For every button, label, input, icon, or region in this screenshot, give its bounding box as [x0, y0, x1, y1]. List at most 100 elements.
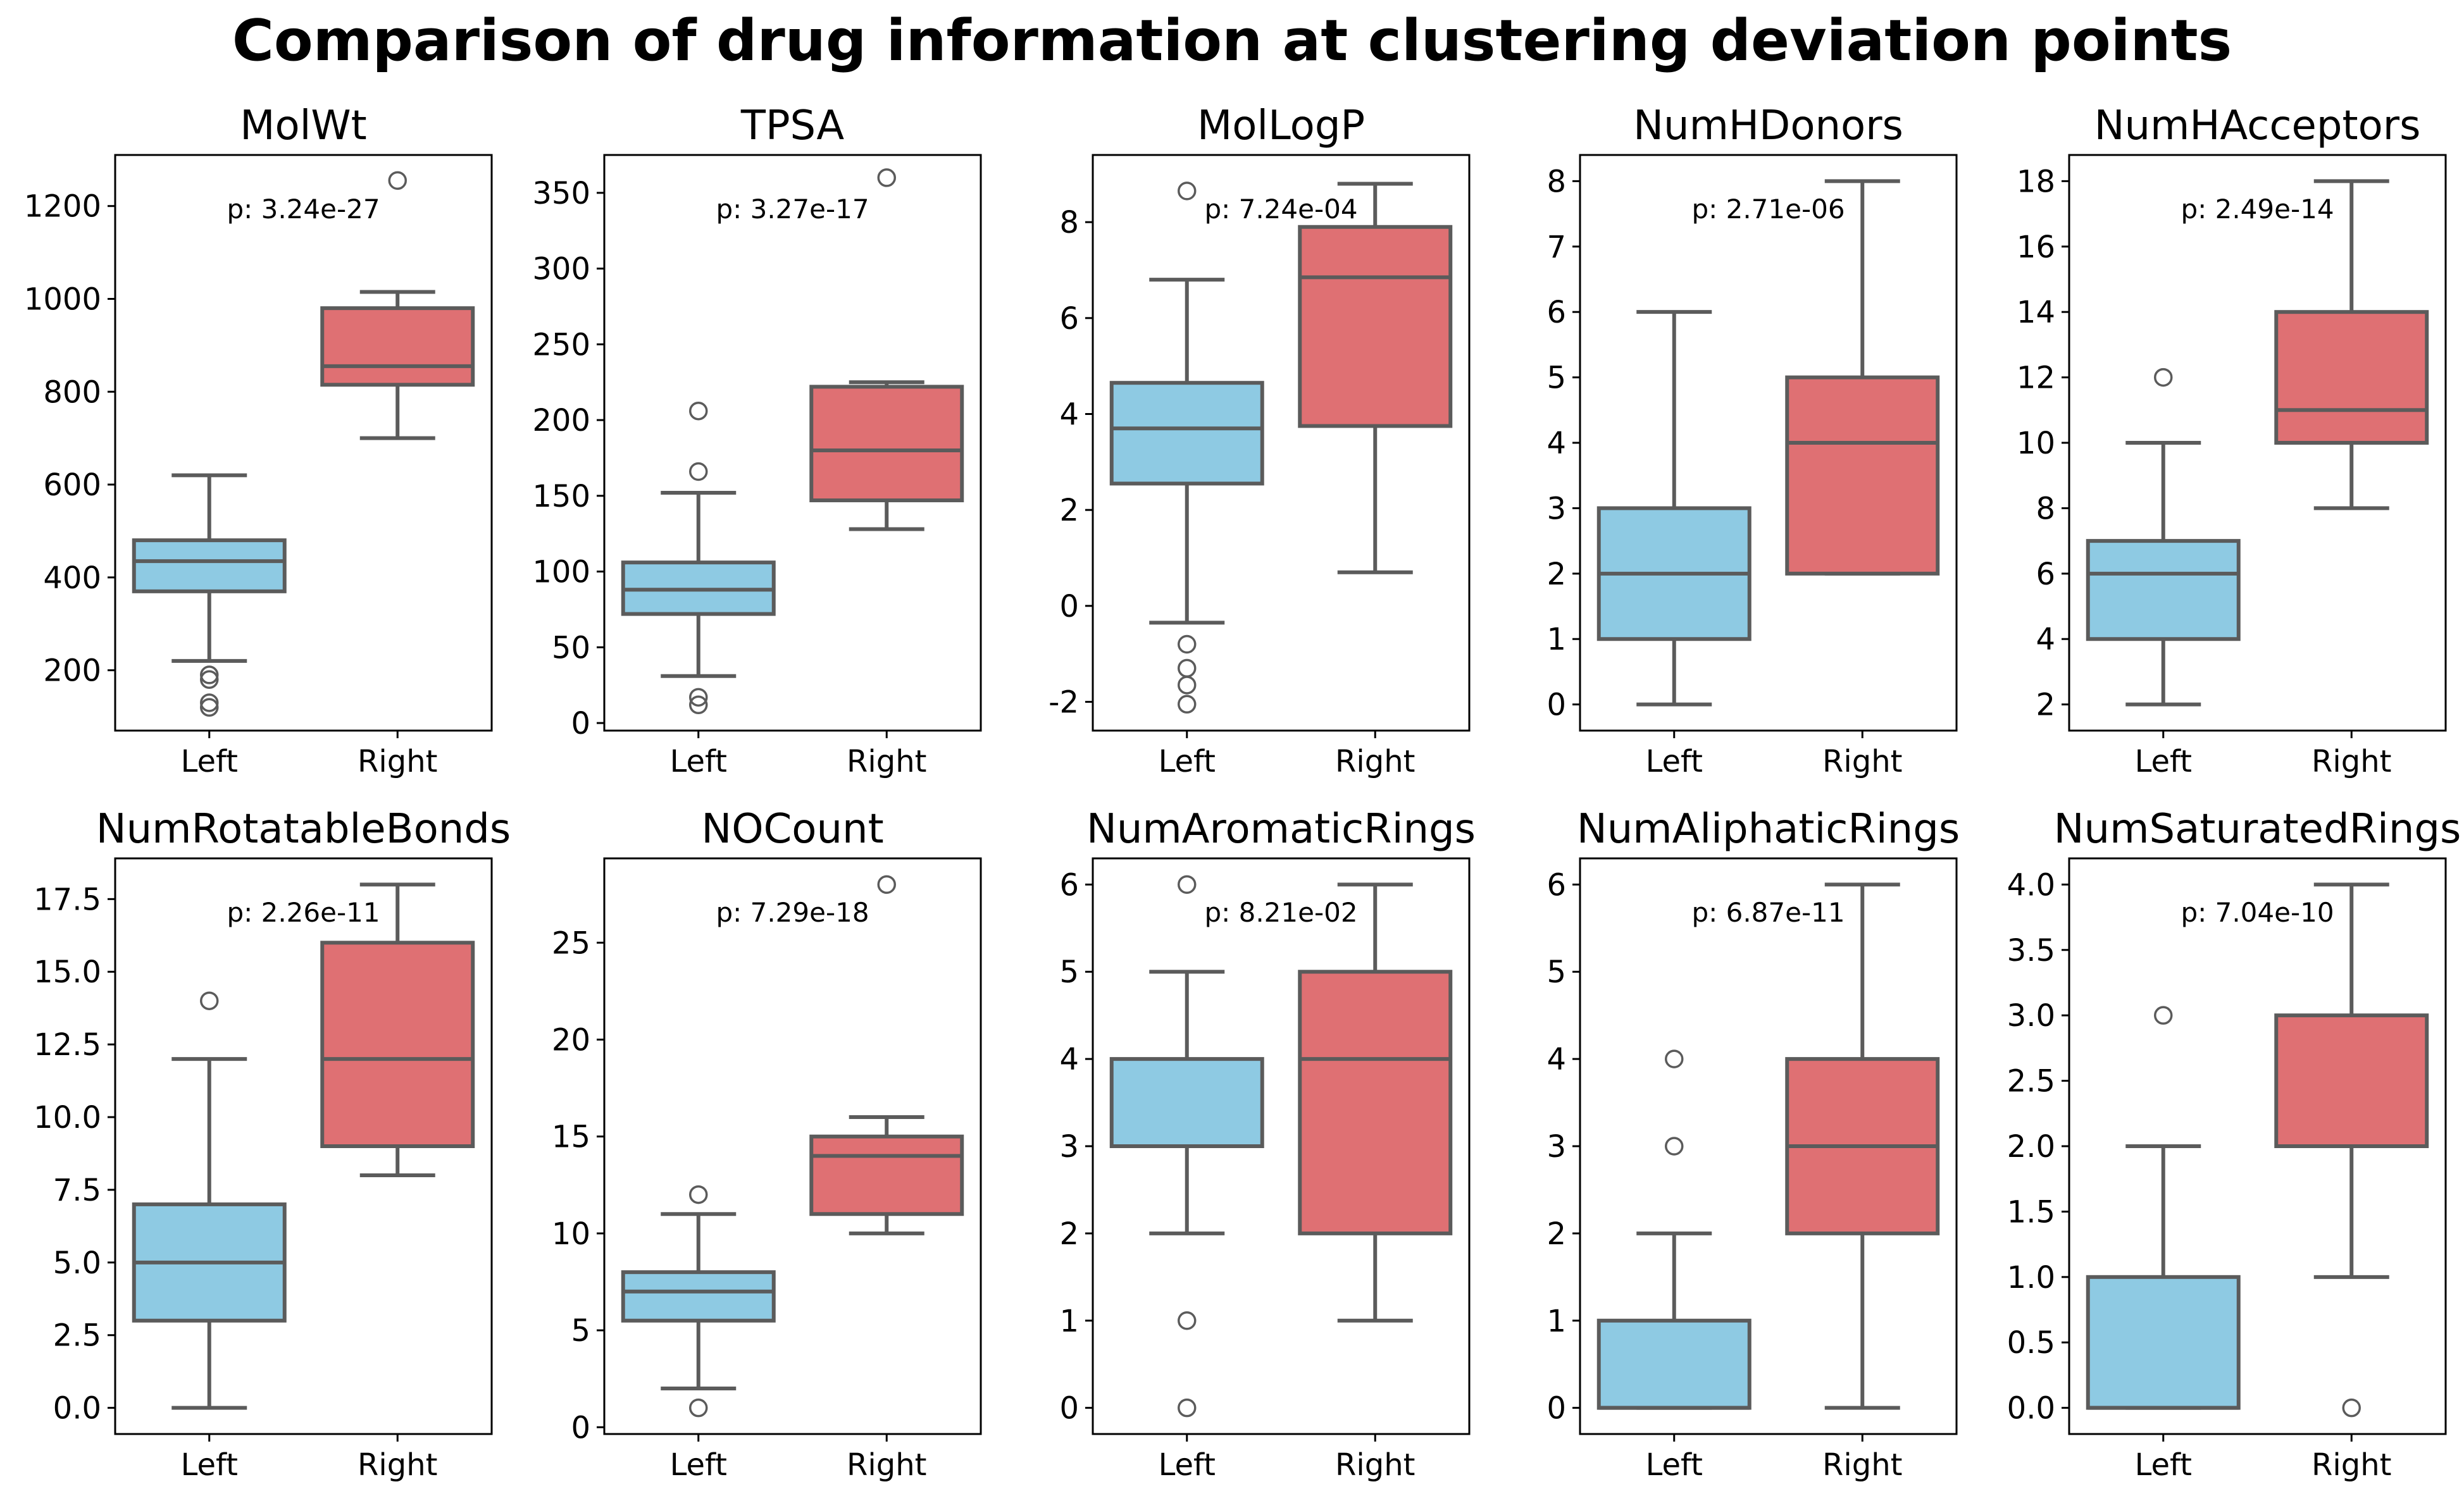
panel-molwt-ytick-label: 1200: [24, 189, 101, 225]
panel-tpsa-box-left-outlier: [689, 401, 708, 421]
panel-molwt-box-left-outlier: [200, 665, 219, 684]
panel-tpsa-ytick-label: 300: [532, 252, 590, 287]
panel-numrotatablebonds-ytick-label: 10.0: [34, 1100, 101, 1135]
panel-numaromaticrings-ytick-label: 1: [1059, 1304, 1079, 1339]
panel-mollogp-box-left-outlier: [1178, 658, 1197, 678]
panel-numhacceptors-ytick-label: 10: [2017, 426, 2055, 461]
panel-mollogp-box-left-outlier: [1178, 182, 1197, 201]
panel-molwt-box-left-outlier: [200, 670, 219, 689]
panel-numhacceptors-ytick-label: 4: [2036, 622, 2055, 657]
panel-tpsa-title: TPSA: [740, 102, 845, 149]
panel-molwt-frame: [114, 154, 493, 732]
panel-nocount-ytick-label: 0: [571, 1410, 590, 1445]
panel-numrotatablebonds-box-left-outlier: [200, 991, 219, 1010]
panel-numhacceptors-pvalue: p: 2.49e-14: [2181, 194, 2334, 225]
panel-numrotatablebonds-ytick-label: 12.5: [34, 1027, 101, 1063]
panel-numaliphaticrings-xtick-left: Left: [1646, 1447, 1703, 1483]
panel-numhacceptors-title: NumHAcceptors: [2094, 102, 2421, 149]
panel-numaliphaticrings-box-left: [1596, 1049, 1752, 1410]
panel-tpsa-ytick-label: 350: [532, 176, 590, 211]
panel-numsaturatedrings-ytick-label: 1.5: [2007, 1194, 2055, 1230]
panel-numaliphaticrings-ytick-label: 1: [1546, 1304, 1566, 1339]
panel-mollogp-ytick-label: 4: [1059, 397, 1079, 433]
panel-numaliphaticrings-ytick-label: 5: [1546, 955, 1566, 990]
panel-molwt-ytick-label: 600: [43, 467, 101, 503]
panel-numsaturatedrings-pvalue: p: 7.04e-10: [2181, 897, 2334, 928]
panel-numaromaticrings-ytick-label: 4: [1059, 1042, 1079, 1077]
panel-nocount-ytick-label: 10: [552, 1216, 590, 1252]
panel-numaromaticrings-ytick-label: 3: [1059, 1129, 1079, 1165]
panel-numhdonors-ytick-label: 6: [1546, 295, 1566, 330]
panel-numaromaticrings-xtick-right: Right: [1335, 1447, 1415, 1483]
panel-tpsa-xtick-left: Left: [670, 744, 727, 779]
panel-numhacceptors-ytick-label: 14: [2017, 295, 2055, 330]
panel-numhacceptors-frame: [2068, 154, 2447, 732]
panel-numhacceptors-box-left-outlier: [2154, 368, 2173, 387]
panel-molwt-box-left-outlier: [200, 698, 219, 717]
panel-mollogp: MolLogP -2 0 2 4 6 8 Left Right p: 7.24e-04: [1048, 102, 1471, 779]
panel-numaliphaticrings-ytick-label: 0: [1546, 1391, 1566, 1426]
panel-numrotatablebonds-box-left: [132, 991, 287, 1410]
panel-numaliphaticrings-ytick-label: 6: [1546, 867, 1566, 903]
panel-numhdonors-ytick-label: 0: [1546, 688, 1566, 723]
panel-numhacceptors-ytick-label: 18: [2017, 164, 2055, 199]
panel-numhacceptors-box-right: [2274, 179, 2429, 510]
panel-numhdonors-xtick-right: Right: [1822, 744, 1902, 779]
panel-numaliphaticrings-box-left-iqr: [1596, 1318, 1752, 1410]
panel-nocount-box-right: [809, 875, 964, 1235]
panel-numhdonors-box-right: [1785, 179, 1940, 576]
panel-numsaturatedrings-ytick-label: 3.0: [2007, 998, 2055, 1034]
panel-numsaturatedrings-ytick-label: 0.5: [2007, 1325, 2055, 1361]
panel-numhdonors-ytick-label: 7: [1546, 230, 1566, 265]
panel-numaliphaticrings-box-right: [1785, 882, 1940, 1410]
panel-molwt-ytick-label: 1000: [24, 282, 101, 318]
panel-numaliphaticrings-box-left-outlier: [1665, 1049, 1684, 1068]
panel-numhdonors-ytick-label: 1: [1546, 622, 1566, 657]
panel-nocount-box-left-iqr: [621, 1270, 776, 1323]
panel-tpsa-box-left-outlier: [689, 695, 708, 715]
panel-numhacceptors-xtick-right: Right: [2312, 744, 2391, 779]
panel-numaromaticrings-title: NumAromaticRings: [1086, 806, 1476, 853]
panel-mollogp-box-right: [1298, 182, 1453, 574]
panel-molwt-box-left-iqr: [132, 538, 287, 593]
panel-molwt: MolWt 200 400 600 800 1000 1200 Left Right p: 3.2…: [24, 102, 493, 779]
panel-tpsa-ytick-label: 0: [571, 706, 590, 741]
panel-numaromaticrings-pvalue: p: 8.21e-02: [1204, 897, 1357, 928]
panel-numaromaticrings-frame: [1092, 857, 1471, 1435]
panel-tpsa-box-left-outlier: [689, 688, 708, 707]
panel-mollogp-box-left-iqr: [1109, 381, 1264, 486]
panel-tpsa-ytick-label: 200: [532, 403, 590, 438]
panel-numhacceptors-box-left-iqr: [2086, 539, 2241, 641]
panel-tpsa-xtick-right: Right: [847, 744, 926, 779]
panel-numsaturatedrings-box-right-outlier: [2342, 1398, 2361, 1418]
panel-mollogp-ytick-label: 8: [1059, 205, 1079, 240]
panel-nocount-box-left: [621, 1185, 776, 1418]
panel-numsaturatedrings-box-left-outlier: [2154, 1006, 2173, 1025]
panel-numaromaticrings-box-left-iqr: [1109, 1057, 1264, 1148]
panel-nocount-frame: [603, 857, 982, 1435]
panel-numsaturatedrings-ytick-label: 2.5: [2007, 1064, 2055, 1099]
panel-numrotatablebonds-ytick-label: 2.5: [53, 1318, 101, 1354]
panel-nocount-xtick-left: Left: [670, 1447, 727, 1483]
panel-molwt-box-left-outlier: [200, 693, 219, 712]
panel-numsaturatedrings-ytick-label: 2.0: [2007, 1129, 2055, 1165]
panel-nocount-box-left-outlier: [689, 1398, 708, 1418]
panel-numaliphaticrings-frame: [1579, 857, 1958, 1435]
panel-numaliphaticrings-box-left-outlier: [1665, 1137, 1684, 1156]
panel-numaromaticrings-ytick-label: 6: [1059, 867, 1079, 903]
panel-numsaturatedrings-title: NumSaturatedRings: [2054, 806, 2461, 853]
panel-nocount-xtick-right: Right: [847, 1447, 926, 1483]
panel-numhdonors-pvalue: p: 2.71e-06: [1691, 194, 1845, 225]
panel-molwt-box-right: [320, 171, 475, 440]
panel-mollogp-ytick-label: -2: [1048, 685, 1079, 720]
panel-tpsa-ytick-label: 150: [532, 479, 590, 514]
panel-numsaturatedrings-xtick-right: Right: [2312, 1447, 2391, 1483]
panel-numaromaticrings-box-left-outlier: [1178, 1311, 1197, 1330]
panel-numaliphaticrings-xtick-right: Right: [1822, 1447, 1902, 1483]
panel-numhacceptors-ytick-label: 16: [2017, 230, 2055, 265]
panel-numsaturatedrings-box-right-iqr: [2274, 1013, 2429, 1148]
panel-numhdonors: NumHDonors 0 1 2 3 4 5 6 7 8 Left Right p: 2.71e-06: [1546, 102, 1958, 779]
panel-nocount-ytick-label: 15: [552, 1120, 590, 1155]
